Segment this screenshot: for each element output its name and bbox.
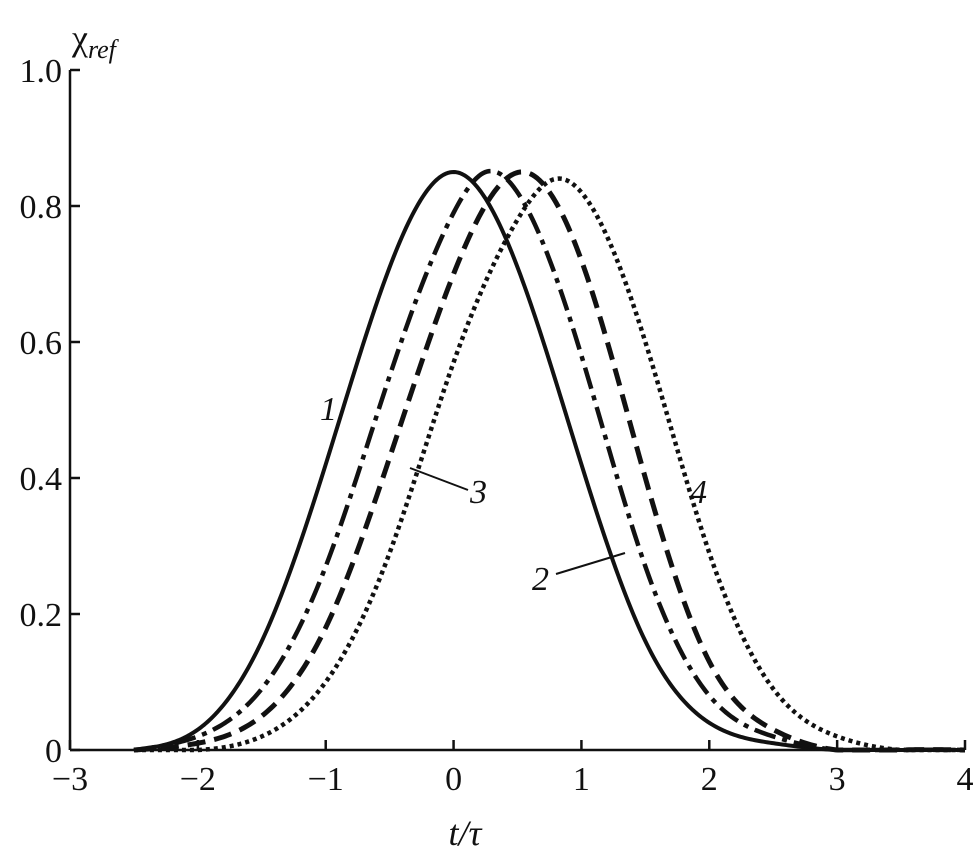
x-tick-label: 0 bbox=[445, 761, 462, 798]
y-tick-label: 0.8 bbox=[20, 189, 63, 226]
series-group bbox=[133, 168, 966, 753]
y-tick-label: 0.6 bbox=[20, 325, 63, 362]
curve-label-3: 3 bbox=[469, 474, 487, 511]
curve-label-4: 4 bbox=[690, 474, 707, 511]
leader-line-3 bbox=[409, 467, 469, 491]
ticks: −3 −2 −1 0 1 2 3 4 0 0.2 0.4 0.6 0.8 1.0 bbox=[20, 53, 974, 798]
x-tick-label: 3 bbox=[829, 761, 846, 798]
y-tick-label: 0.4 bbox=[20, 461, 63, 498]
y-axis-title: χref bbox=[71, 18, 120, 64]
series-line-2 bbox=[133, 168, 966, 753]
y-axis-title-sub: ref bbox=[88, 35, 120, 64]
x-axis-title: t/τ bbox=[449, 813, 483, 853]
x-tick-label: 2 bbox=[701, 761, 718, 798]
y-tick-label: 0.2 bbox=[20, 597, 63, 634]
y-axis-title-main: χ bbox=[71, 18, 88, 58]
series-line-3 bbox=[133, 169, 966, 753]
svg-text:χref: χref bbox=[71, 18, 120, 64]
x-tick-label: 1 bbox=[573, 761, 590, 798]
series-line-4 bbox=[133, 176, 966, 753]
y-tick-label: 0 bbox=[45, 733, 62, 770]
x-tick-label: −2 bbox=[180, 761, 216, 798]
curve-label-1: 1 bbox=[320, 391, 337, 428]
curve-labels: 1 3 2 4 bbox=[320, 391, 707, 598]
leader-line-2 bbox=[555, 552, 626, 575]
curve-label-2: 2 bbox=[532, 561, 549, 598]
y-tick-label: 1.0 bbox=[20, 53, 63, 90]
x-tick-label: −3 bbox=[52, 761, 88, 798]
x-tick-label: −1 bbox=[308, 761, 344, 798]
x-tick-label: 4 bbox=[957, 761, 974, 798]
